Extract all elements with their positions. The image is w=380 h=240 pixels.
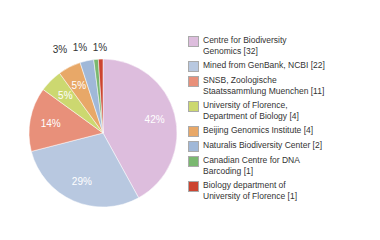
svg-text:29%: 29% xyxy=(72,176,92,187)
svg-text:1%: 1% xyxy=(93,42,108,53)
svg-text:1%: 1% xyxy=(73,42,88,53)
html-text:Mined from GenBank, NCBI [22]: Mined from GenBank, NCBI [22] xyxy=(203,60,325,70)
html-text:University of Florence, Depart: University of Florence, Department of Bi… xyxy=(203,100,299,121)
html-text:Beijing Genomics Institute [4]: Beijing Genomics Institute [4] xyxy=(203,125,314,135)
html-text:Biology department of Universi: Biology department of University of Flor… xyxy=(203,180,297,201)
svg-text:42%: 42% xyxy=(145,114,165,125)
html-text:Canadian Centre for DNA Barcod: Canadian Centre for DNA Barcoding [1] xyxy=(203,155,300,176)
svg-text:3%: 3% xyxy=(53,44,68,55)
svg-text:5%: 5% xyxy=(72,80,87,91)
html-text:Centre for Biodiversity Genomi: Centre for Biodiversity Genomics [32] xyxy=(203,35,287,56)
html-text:SNSB, Zoologische Staatssammlu: SNSB, Zoologische Staatssammlung Muenche… xyxy=(203,75,325,96)
svg-text:14%: 14% xyxy=(41,118,61,129)
html-text:Naturalis Biodiversity Center: Naturalis Biodiversity Center [2] xyxy=(203,140,322,150)
svg-text:5%: 5% xyxy=(58,90,73,101)
